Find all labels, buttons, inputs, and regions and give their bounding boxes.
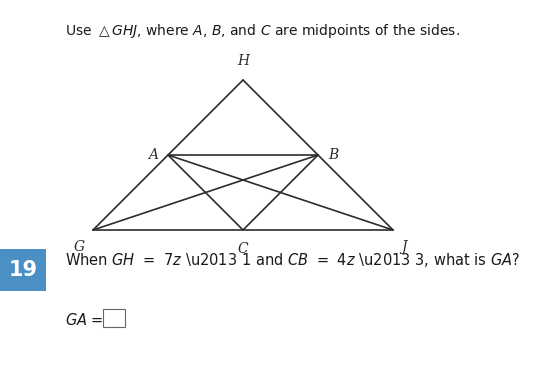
Text: When $GH\;$ = $\;7z$ \u2013 1 and $CB\;$ = $\;4z$ \u2013 3, what is $GA$?: When $GH\;$ = $\;7z$ \u2013 1 and $CB\;$… <box>65 251 520 269</box>
Text: G: G <box>74 240 85 254</box>
Text: J: J <box>401 240 407 254</box>
FancyBboxPatch shape <box>103 309 125 327</box>
Text: 19: 19 <box>9 260 37 280</box>
Text: C: C <box>238 242 248 256</box>
Text: $GA$ =: $GA$ = <box>65 312 104 328</box>
Text: B: B <box>328 148 338 162</box>
Text: H: H <box>237 54 249 68</box>
Bar <box>0 249 46 291</box>
Text: A: A <box>148 148 158 162</box>
Text: Use $\triangle GHJ$, where $A$, $B$, and $C$ are midpoints of the sides.: Use $\triangle GHJ$, where $A$, $B$, and… <box>65 22 460 40</box>
